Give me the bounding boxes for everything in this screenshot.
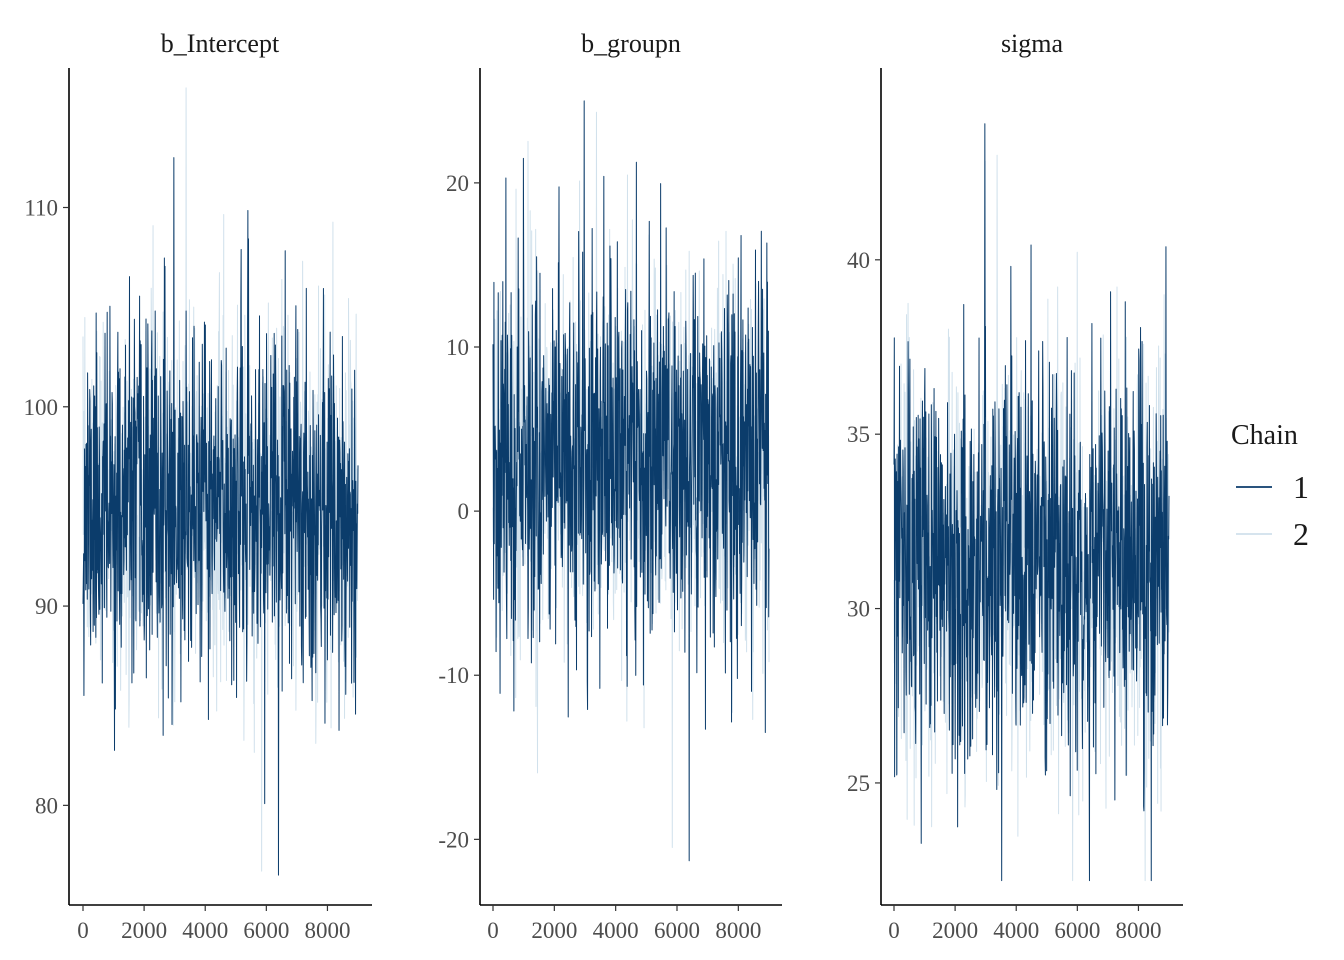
- y-tick-label-b-groupn: 10: [446, 335, 469, 360]
- x-tick-label-sigma: 6000: [1054, 918, 1100, 943]
- panel-b-intercept: b_Intercept 80 90 100 110 0 2000 4000 6000 8000: [24, 29, 372, 943]
- y-tick-label-b-groupn: 0: [458, 499, 470, 524]
- y-tick-label-b-intercept: 90: [35, 594, 58, 619]
- y-tick-label-sigma: 40: [847, 248, 870, 273]
- x-tick-label-b-groupn: 0: [487, 918, 499, 943]
- x-tick-label-b-groupn: 8000: [715, 918, 761, 943]
- trace-b-groupn-chain-1: [492, 100, 770, 862]
- y-tick-label-b-intercept: 100: [24, 395, 59, 420]
- legend-title: Chain: [1231, 420, 1298, 451]
- panel-title-b-intercept: b_Intercept: [161, 29, 280, 58]
- panel-b-groupn: b_groupn -20 -10 0 10 20 0 2000 4000 6000 8000: [438, 29, 782, 943]
- x-tick-label-b-intercept: 2000: [121, 918, 167, 943]
- x-tick-label-sigma: 8000: [1115, 918, 1161, 943]
- legend-label-chain-2: 2: [1293, 516, 1309, 552]
- y-tick-label-sigma: 25: [847, 771, 870, 796]
- panel-sigma: sigma 25 30 35 40 0 2000 4000 6000 8000: [847, 29, 1183, 943]
- panel-title-sigma: sigma: [1001, 29, 1064, 58]
- y-tick-label-b-intercept: 80: [35, 793, 58, 818]
- panel-title-b-groupn: b_groupn: [581, 29, 681, 58]
- y-tick-label-b-intercept: 110: [24, 196, 58, 221]
- x-tick-label-b-intercept: 8000: [304, 918, 350, 943]
- y-tick-label-b-groupn: -20: [438, 827, 469, 852]
- x-tick-label-sigma: 4000: [993, 918, 1039, 943]
- y-tick-label-b-groupn: -10: [438, 663, 469, 688]
- x-tick-label-sigma: 0: [888, 918, 900, 943]
- x-tick-label-b-intercept: 4000: [182, 918, 228, 943]
- x-tick-label-b-intercept: 6000: [243, 918, 289, 943]
- y-tick-label-sigma: 35: [847, 422, 870, 447]
- x-tick-label-b-intercept: 0: [77, 918, 89, 943]
- trace-b-intercept-chain-1: [82, 157, 359, 876]
- legend-label-chain-1: 1: [1293, 469, 1309, 505]
- y-tick-label-sigma: 30: [847, 597, 870, 622]
- trace-sigma-chain-1: [893, 123, 1170, 882]
- x-tick-label-b-groupn: 2000: [531, 918, 577, 943]
- x-tick-label-sigma: 2000: [932, 918, 978, 943]
- y-tick-label-b-groupn: 20: [446, 171, 469, 196]
- chain-legend: Chain 1 2: [1231, 420, 1309, 552]
- x-tick-label-b-groupn: 4000: [593, 918, 639, 943]
- x-tick-label-b-groupn: 6000: [654, 918, 700, 943]
